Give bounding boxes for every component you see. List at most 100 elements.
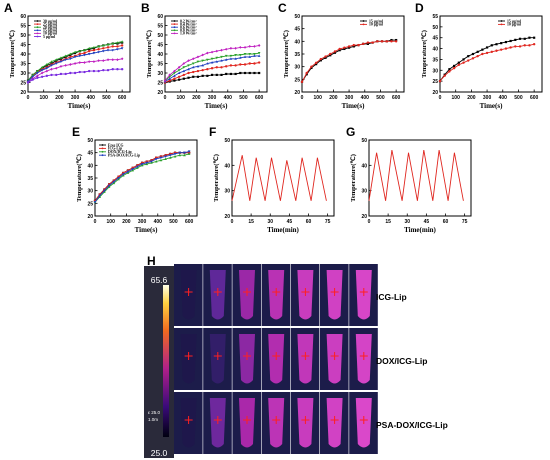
data-point: [257, 52, 261, 55]
data-point: [210, 57, 214, 61]
data-point: [83, 61, 86, 64]
y-tick-label: 25: [432, 79, 438, 85]
y-tick-label: 40: [361, 163, 367, 169]
data-point: [206, 68, 209, 71]
x-tick-label: 500: [102, 95, 111, 101]
x-axis-label: Time(min): [404, 226, 436, 234]
data-point: [177, 71, 181, 74]
data-point: [159, 158, 163, 162]
data-point: [347, 46, 351, 49]
data-point: [45, 63, 49, 66]
data-point: [220, 73, 223, 76]
y-tick-label: 40: [157, 52, 163, 58]
data-point: [116, 45, 119, 48]
data-point: [390, 40, 393, 43]
data-point: [234, 57, 237, 60]
data-point: [111, 42, 115, 45]
y-tick-label: 20: [20, 90, 26, 96]
legend-label: 1.0 W/cm²: [180, 32, 197, 36]
x-tick-label: 500: [376, 95, 385, 101]
data-point: [187, 76, 190, 79]
data-point: [206, 74, 209, 77]
emissivity-label: ε 25.0: [148, 410, 161, 415]
data-point: [83, 48, 86, 52]
x-tick-label: 400: [499, 95, 508, 101]
y-axis-label: Temperature(℃): [282, 30, 290, 78]
data-point: [229, 57, 233, 60]
panel-letter: D: [415, 1, 424, 15]
data-point: [495, 43, 498, 46]
data-point: [257, 61, 261, 64]
panel-letter: G: [346, 125, 355, 139]
y-tick-label: 30: [432, 68, 438, 74]
data-point: [59, 60, 63, 63]
data-point: [64, 54, 67, 57]
data-point: [106, 43, 110, 46]
data-point: [253, 54, 256, 57]
data-point: [234, 53, 237, 57]
legend-label: PSA-DOX/ICG-Lip: [108, 154, 140, 158]
legend-label: 5 μg/ml: [43, 35, 55, 39]
data-point: [239, 56, 242, 59]
data-point: [88, 69, 91, 73]
x-tick-label: 100: [452, 95, 461, 101]
legend-label: 10 μg/ml: [369, 23, 383, 27]
data-point: [54, 58, 58, 61]
y-tick-label: 40: [87, 163, 93, 169]
data-point: [220, 48, 223, 52]
data-point: [59, 56, 63, 59]
plot-frame: [231, 139, 335, 217]
y-tick-label: 40: [432, 47, 438, 53]
x-tick-label: 200: [192, 95, 201, 101]
data-point: [239, 53, 242, 57]
data-point: [319, 59, 322, 62]
data-point: [169, 156, 172, 159]
data-point: [248, 55, 252, 58]
data-point: [504, 47, 508, 50]
data-point: [319, 57, 323, 61]
data-point: [40, 71, 44, 75]
data-point: [187, 67, 190, 71]
series-line: [94, 150, 190, 203]
data-point: [187, 64, 190, 67]
x-tick-label: 15: [248, 219, 254, 225]
data-point: [78, 61, 82, 64]
data-point: [78, 70, 81, 74]
data-point: [215, 66, 218, 69]
data-point: [92, 69, 96, 73]
data-point: [314, 61, 318, 65]
data-point: [92, 60, 96, 63]
y-tick-label: 50: [224, 138, 230, 144]
data-point: [210, 73, 214, 76]
y-tick-label: 20: [224, 214, 230, 220]
y-tick-label: 50: [87, 138, 93, 144]
x-tick-label: 30: [404, 219, 410, 225]
data-point: [357, 43, 360, 47]
y-tick-label: 30: [224, 189, 230, 195]
data-point: [234, 46, 237, 50]
row-label: DOX/ICG-Lip: [376, 356, 427, 366]
x-tick-label: 60: [443, 219, 449, 225]
data-point: [106, 49, 110, 52]
data-point: [371, 41, 374, 44]
data-point: [380, 40, 384, 43]
data-point: [300, 80, 304, 84]
data-point: [509, 46, 512, 49]
data-point: [45, 67, 49, 70]
data-point: [514, 38, 517, 41]
data-point: [154, 158, 158, 161]
x-tick-label: 200: [122, 219, 131, 225]
x-tick-label: 0: [301, 95, 304, 101]
x-tick-label: 300: [483, 95, 492, 101]
data-point: [116, 58, 119, 62]
legend-label: DOX/ICG-Lip: [108, 150, 132, 154]
data-point: [476, 54, 479, 58]
series-line: [368, 150, 464, 201]
x-tick-label: 60: [306, 219, 312, 225]
data-point: [55, 73, 58, 77]
data-point: [191, 62, 195, 65]
data-point: [36, 76, 39, 79]
y-tick-label: 20: [361, 214, 367, 220]
panel-letter: C: [278, 1, 287, 15]
data-point: [366, 42, 370, 45]
